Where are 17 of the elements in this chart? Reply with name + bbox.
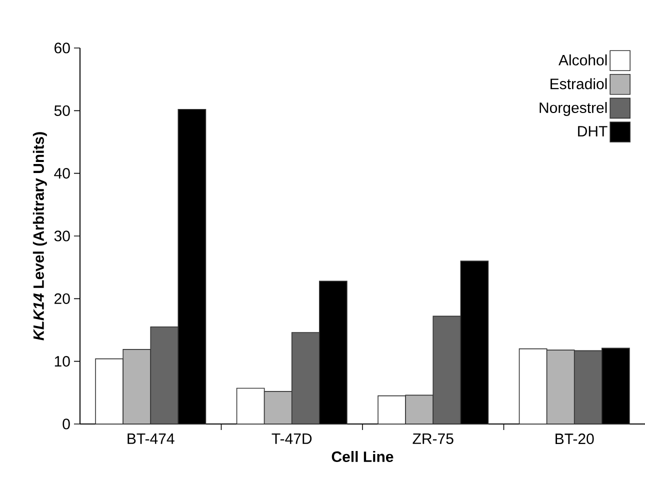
legend-label: Alcohol bbox=[558, 54, 607, 66]
legend-label: DHT bbox=[578, 126, 608, 136]
y-tick-label: 30 bbox=[54, 230, 70, 242]
y-tick-label: 0 bbox=[62, 418, 70, 430]
legend-label: Norgestrel bbox=[540, 102, 607, 116]
y-axis-title: KLK14 Level (Arbitrary Units) bbox=[32, 132, 47, 340]
x-tick-label: BT-20 bbox=[556, 434, 594, 444]
x-tick-label: BT-474 bbox=[128, 434, 174, 444]
y-tick-label: 50 bbox=[54, 105, 70, 116]
legend-label: Estradiol bbox=[550, 78, 607, 90]
y-tick-label: 60 bbox=[54, 42, 70, 54]
y-tick-label: 20 bbox=[54, 293, 70, 304]
y-tick-label: 40 bbox=[54, 168, 70, 179]
x-axis-title: Cell Line bbox=[332, 451, 394, 462]
x-tick-label: T-47D bbox=[272, 434, 312, 444]
x-tick-label: ZR-75 bbox=[412, 434, 454, 444]
y-tick-label: 10 bbox=[54, 356, 70, 367]
